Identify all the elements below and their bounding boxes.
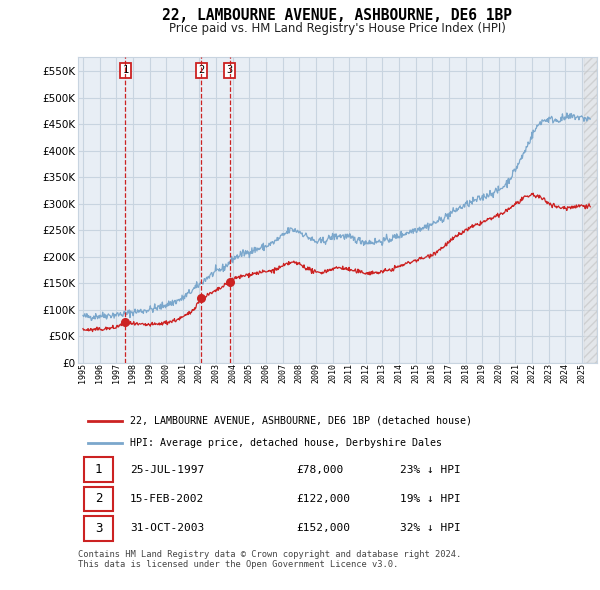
Text: 2021: 2021: [511, 363, 520, 383]
Text: 2025: 2025: [578, 363, 587, 383]
Text: 2014: 2014: [395, 363, 404, 383]
Text: 1997: 1997: [112, 363, 121, 383]
Text: 2000: 2000: [161, 363, 170, 383]
Text: 1999: 1999: [145, 363, 154, 383]
Text: 32% ↓ HPI: 32% ↓ HPI: [400, 523, 461, 533]
Text: 2010: 2010: [328, 363, 337, 383]
Text: £78,000: £78,000: [296, 465, 343, 475]
Text: 2020: 2020: [494, 363, 503, 383]
Text: 2: 2: [95, 493, 102, 506]
Text: 2022: 2022: [527, 363, 536, 383]
Text: 23% ↓ HPI: 23% ↓ HPI: [400, 465, 461, 475]
Text: 2008: 2008: [295, 363, 304, 383]
Text: £122,000: £122,000: [296, 494, 350, 504]
Text: 1: 1: [122, 65, 128, 76]
Text: 22, LAMBOURNE AVENUE, ASHBOURNE, DE6 1BP (detached house): 22, LAMBOURNE AVENUE, ASHBOURNE, DE6 1BP…: [130, 416, 472, 426]
Text: 2001: 2001: [178, 363, 187, 383]
Text: 1996: 1996: [95, 363, 104, 383]
Text: HPI: Average price, detached house, Derbyshire Dales: HPI: Average price, detached house, Derb…: [130, 438, 442, 448]
Text: 2006: 2006: [262, 363, 271, 383]
Text: 2009: 2009: [311, 363, 320, 383]
Text: 1: 1: [95, 463, 102, 476]
Text: 1998: 1998: [128, 363, 137, 383]
Text: 2019: 2019: [478, 363, 487, 383]
FancyBboxPatch shape: [84, 487, 113, 512]
Text: 25-JUL-1997: 25-JUL-1997: [130, 465, 204, 475]
Text: 2024: 2024: [561, 363, 570, 383]
Text: 19% ↓ HPI: 19% ↓ HPI: [400, 494, 461, 504]
Text: 2: 2: [199, 65, 205, 76]
FancyBboxPatch shape: [84, 457, 113, 482]
Text: 3: 3: [95, 522, 102, 535]
FancyBboxPatch shape: [84, 516, 113, 540]
Text: 2003: 2003: [212, 363, 221, 383]
Text: 2004: 2004: [228, 363, 237, 383]
Text: 2023: 2023: [544, 363, 553, 383]
Text: Contains HM Land Registry data © Crown copyright and database right 2024.
This d: Contains HM Land Registry data © Crown c…: [78, 550, 461, 569]
Text: 2017: 2017: [445, 363, 454, 383]
Text: Price paid vs. HM Land Registry's House Price Index (HPI): Price paid vs. HM Land Registry's House …: [169, 22, 506, 35]
Text: 2012: 2012: [361, 363, 370, 383]
Text: 2015: 2015: [411, 363, 420, 383]
Text: 2011: 2011: [344, 363, 353, 383]
Text: 22, LAMBOURNE AVENUE, ASHBOURNE, DE6 1BP: 22, LAMBOURNE AVENUE, ASHBOURNE, DE6 1BP: [163, 8, 512, 23]
Text: 2016: 2016: [428, 363, 437, 383]
Text: 2013: 2013: [378, 363, 387, 383]
Text: 1995: 1995: [79, 363, 88, 383]
Text: 15-FEB-2002: 15-FEB-2002: [130, 494, 204, 504]
Text: 3: 3: [227, 65, 233, 76]
Text: 2018: 2018: [461, 363, 470, 383]
Text: 2005: 2005: [245, 363, 254, 383]
Text: 31-OCT-2003: 31-OCT-2003: [130, 523, 204, 533]
Text: 2007: 2007: [278, 363, 287, 383]
Text: 2002: 2002: [195, 363, 204, 383]
Text: £152,000: £152,000: [296, 523, 350, 533]
